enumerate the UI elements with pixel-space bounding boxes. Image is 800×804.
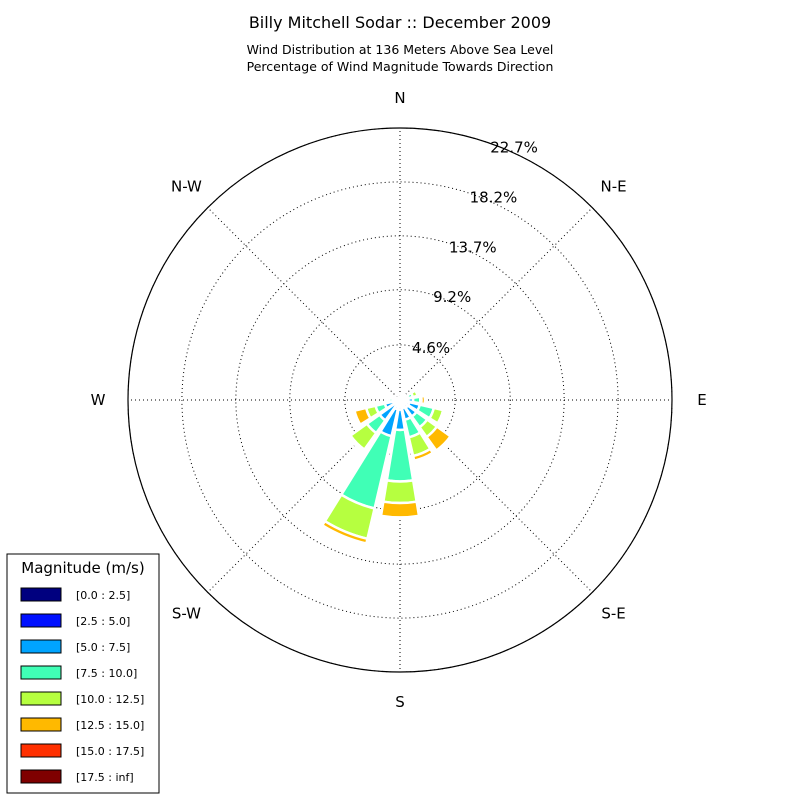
- chart-subtitle-line-2: Percentage of Wind Magnitude Towards Dir…: [247, 59, 554, 74]
- direction-label-N-E: N-E: [600, 177, 626, 195]
- direction-label-S-E: S-E: [601, 605, 625, 623]
- bar-180deg-bin-5: [381, 502, 419, 518]
- direction-label-E: E: [697, 391, 706, 409]
- bar-180deg-bin-4: [383, 480, 416, 503]
- radial-tick-label-2: 9.2%: [433, 288, 471, 306]
- legend-label-0: [0.0 : 2.5]: [76, 589, 130, 602]
- grid-spoke-N-W: [208, 208, 400, 400]
- direction-label-S: S: [395, 693, 405, 711]
- legend-label-7: [17.5 : inf]: [76, 771, 134, 784]
- wind-bars: [322, 391, 452, 544]
- legend-title: Magnitude (m/s): [21, 559, 144, 577]
- radial-tick-label-4: 18.2%: [470, 189, 518, 207]
- direction-label-W: W: [91, 391, 106, 409]
- legend-swatch-7: [21, 770, 61, 783]
- legend-swatch-4: [21, 692, 61, 705]
- legend-label-5: [12.5 : 15.0]: [76, 719, 144, 732]
- direction-label-N: N: [394, 89, 405, 107]
- radial-tick-label-5: 22.7%: [490, 139, 538, 157]
- legend-label-2: [5.0 : 7.5]: [76, 641, 130, 654]
- radial-tick-label-3: 13.7%: [449, 238, 497, 256]
- chart-subtitle-line-1: Wind Distribution at 136 Meters Above Se…: [247, 42, 554, 57]
- legend-label-6: [15.0 : 17.5]: [76, 745, 144, 758]
- bar-270deg-bin-4: [387, 398, 390, 402]
- legend-swatch-6: [21, 744, 61, 757]
- bar-337.5deg-bin-1: [399, 398, 400, 399]
- legend-label-1: [2.5 : 5.0]: [76, 615, 130, 628]
- direction-label-S-W: S-W: [172, 605, 201, 623]
- radial-tick-label-1: 4.6%: [412, 339, 450, 357]
- legend-label-3: [7.5 : 10.0]: [76, 667, 137, 680]
- legend-label-4: [10.0 : 12.5]: [76, 693, 144, 706]
- legend-swatch-5: [21, 718, 61, 731]
- chart-title: Billy Mitchell Sodar :: December 2009: [249, 13, 551, 32]
- bar-67.5deg-bin-4: [411, 391, 417, 397]
- direction-label-N-W: N-W: [171, 177, 202, 195]
- legend: Magnitude (m/s) [0.0 : 2.5] [2.5 : 5.0] [5…: [7, 554, 159, 793]
- legend-swatch-3: [21, 666, 61, 679]
- legend-swatch-2: [21, 640, 61, 653]
- grid-spoke-N-E: [400, 208, 592, 400]
- legend-swatch-0: [21, 588, 61, 601]
- bar-90deg-bin-6: [425, 396, 427, 405]
- legend-swatch-1: [21, 614, 61, 627]
